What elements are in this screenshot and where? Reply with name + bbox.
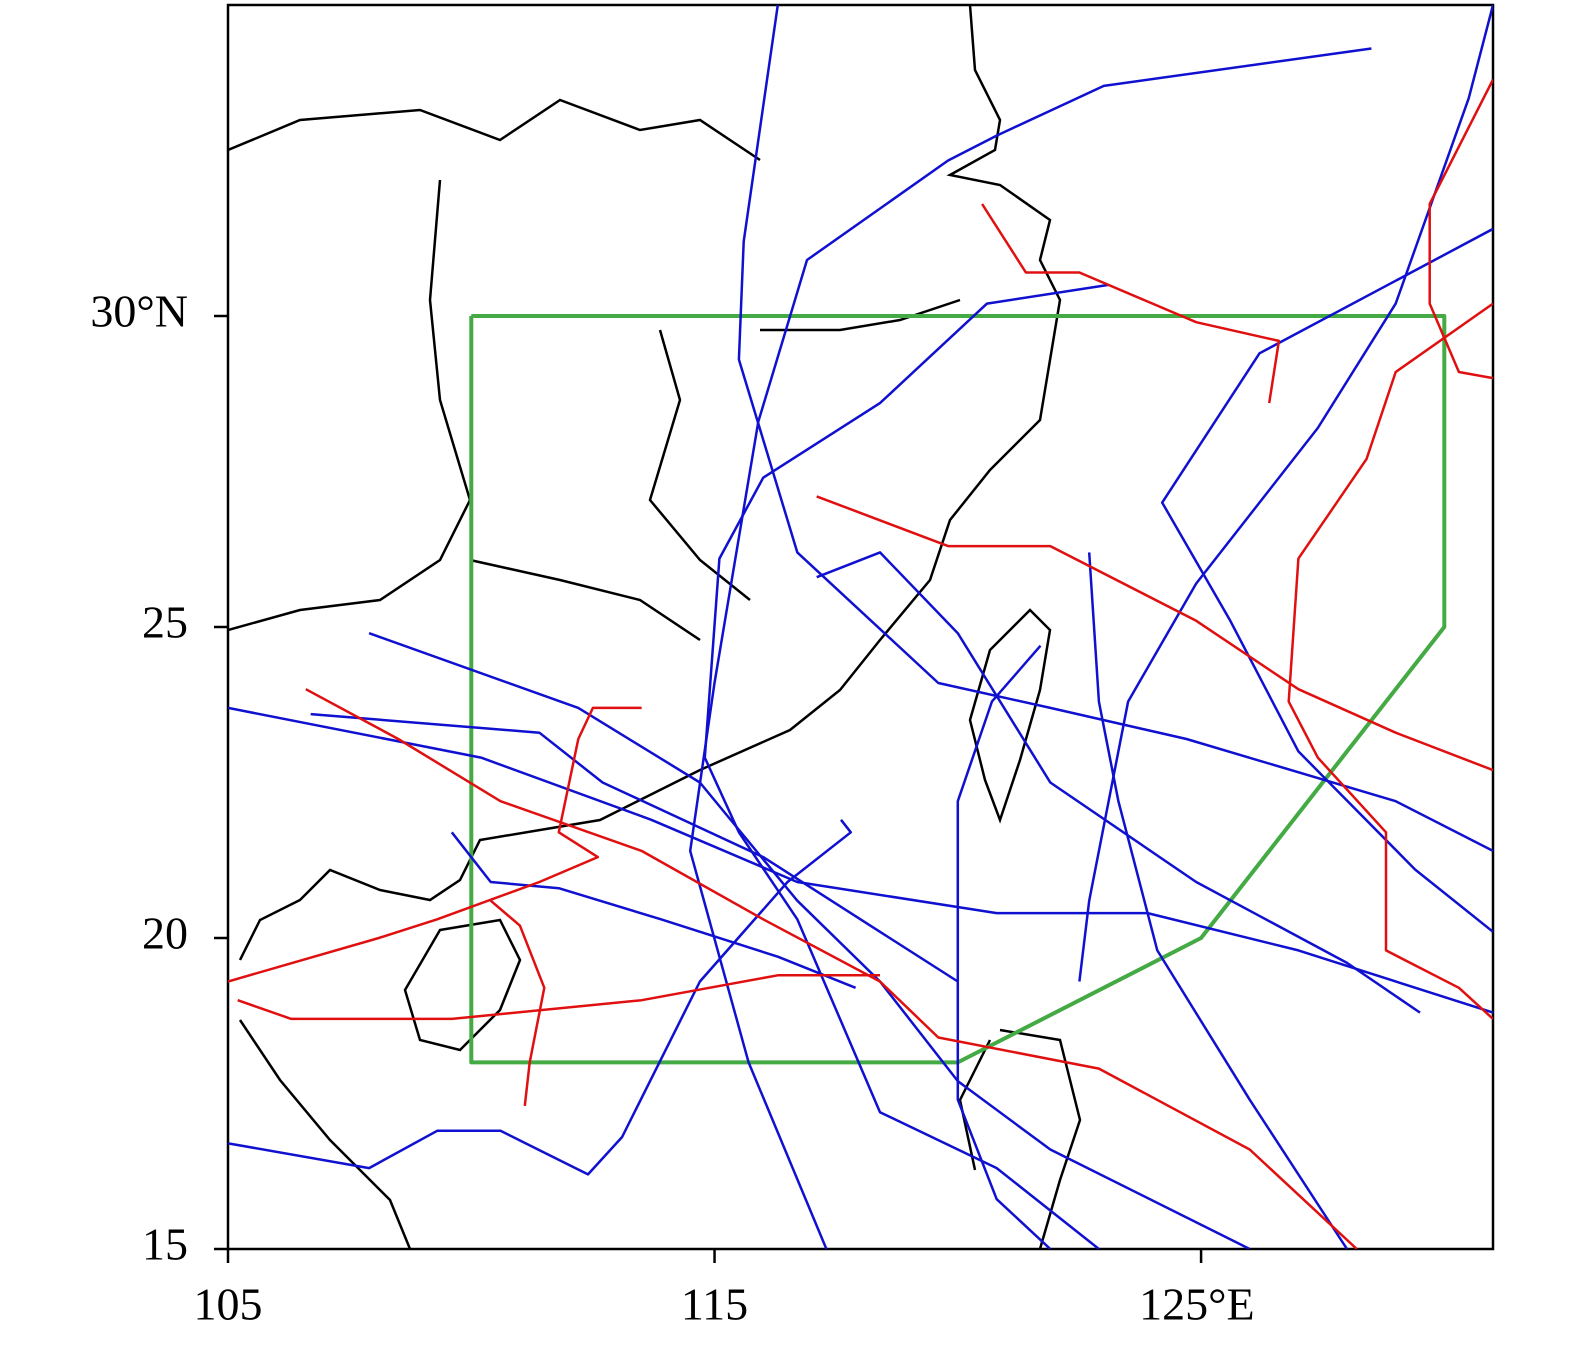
province-borders bbox=[228, 98, 961, 642]
x-tick-label: 125°E bbox=[1139, 1279, 1255, 1330]
storm-track bbox=[228, 819, 853, 1176]
y-tick-label: 15 bbox=[142, 1219, 188, 1270]
storm-track bbox=[816, 495, 1493, 772]
x-tick-label: 115 bbox=[681, 1279, 748, 1330]
china-coast bbox=[238, 5, 1062, 961]
storm-track bbox=[237, 974, 880, 1021]
storm-track bbox=[1160, 227, 1493, 933]
storm-track bbox=[489, 899, 546, 1107]
storm-track bbox=[1287, 302, 1493, 1020]
storm-track bbox=[688, 47, 1372, 1249]
y-tick-label: 30°N bbox=[90, 286, 188, 337]
storm-track bbox=[305, 688, 1358, 1249]
hainan bbox=[403, 918, 522, 1052]
storm-track bbox=[450, 831, 857, 989]
storm-track bbox=[228, 706, 1493, 1014]
tracks bbox=[228, 5, 1493, 1249]
storm-track bbox=[703, 283, 1109, 1249]
y-tick-label: 20 bbox=[142, 908, 188, 959]
vietnam-coast bbox=[238, 1019, 412, 1249]
storm-track bbox=[956, 644, 1052, 1249]
domain-box bbox=[469, 314, 1447, 1065]
taiwan bbox=[968, 608, 1052, 824]
storm-track bbox=[1428, 79, 1493, 380]
storm-track bbox=[737, 5, 1493, 853]
storm-track bbox=[310, 712, 959, 983]
coastlines bbox=[228, 5, 1082, 1249]
storm-track bbox=[1078, 5, 1493, 982]
storm-track bbox=[228, 706, 642, 983]
storm-track bbox=[816, 551, 1421, 1014]
storm-track bbox=[1087, 552, 1349, 1249]
storm-track bbox=[368, 632, 1251, 1249]
luzon bbox=[958, 1028, 1082, 1249]
x-tick-label: 105 bbox=[194, 1279, 263, 1330]
storm-track bbox=[981, 203, 1281, 404]
y-tick-label: 25 bbox=[142, 597, 188, 648]
